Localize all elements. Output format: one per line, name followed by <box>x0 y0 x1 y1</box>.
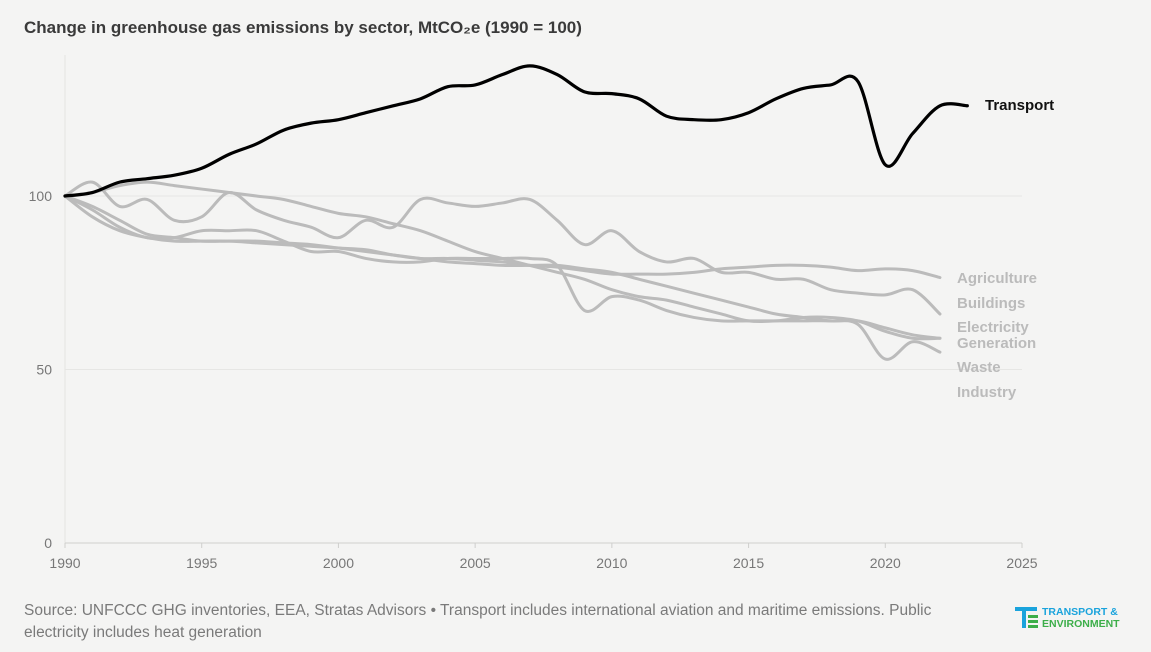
y-tick-label: 0 <box>44 535 52 551</box>
series-label-agriculture: Agriculture <box>957 270 1037 287</box>
source-note: Source: UNFCCC GHG inventories, EEA, Str… <box>24 602 932 641</box>
chart-title: Change in greenhouse gas emissions by se… <box>24 18 582 37</box>
y-tick-label: 100 <box>29 188 53 204</box>
series-label-transport: Transport <box>985 97 1054 114</box>
series-label-industry: Industry <box>957 384 1017 401</box>
series-line-transport <box>63 64 969 198</box>
series-label-buildings: Buildings <box>957 295 1025 312</box>
x-tick-label: 2000 <box>323 555 354 571</box>
x-tick-label: 2005 <box>460 555 491 571</box>
series-line-industry <box>63 194 942 361</box>
x-tick-label: 1990 <box>49 555 80 571</box>
series-line-buildings <box>63 180 942 316</box>
line-chart: 0 50 100 1990 1995 2000 2005 2010 2015 2020 2025 Tr… <box>29 55 1054 571</box>
logo-line1: TRANSPORT & <box>1042 606 1118 618</box>
logo-line2: ENVIRONMENT <box>1042 618 1120 630</box>
x-tick-label: 2010 <box>596 555 627 571</box>
y-tick-label: 50 <box>36 362 52 378</box>
transport-environment-logo: TRANSPORT & ENVIRONMENT <box>1014 605 1134 633</box>
x-tick-label: 2020 <box>870 555 901 571</box>
series-label-electricity: Electricity <box>957 319 1029 336</box>
series-line-waste <box>63 194 942 340</box>
x-tick-label: 2015 <box>733 555 764 571</box>
x-tick-label: 1995 <box>186 555 217 571</box>
te-logo-icon <box>1015 607 1038 628</box>
series-label-generation: Generation <box>957 335 1036 352</box>
series-label-waste: Waste <box>957 359 1001 376</box>
x-tick-label: 2025 <box>1006 555 1037 571</box>
